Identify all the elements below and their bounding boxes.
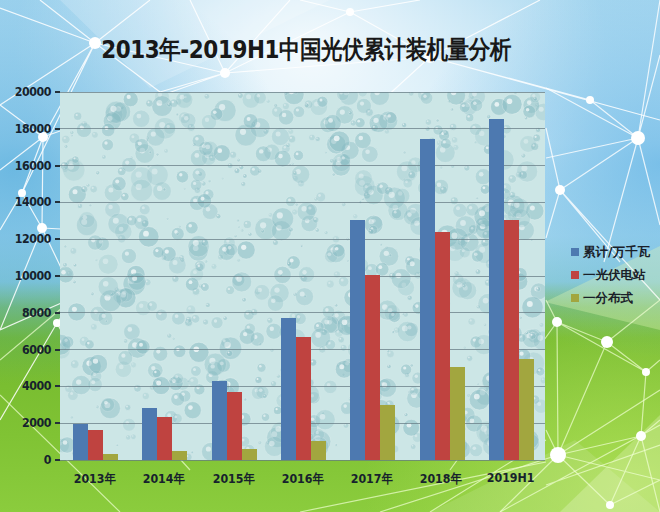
y-tick <box>55 312 60 314</box>
bar-2016年-累计/万千瓦 <box>281 318 296 460</box>
x-axis-label: 2019H1 <box>481 470 540 485</box>
x-axis-label: 2015年 <box>204 470 263 488</box>
bar-2015年-累计/万千瓦 <box>212 381 227 460</box>
y-tick <box>55 201 60 203</box>
bar-2018年-一光伏电站 <box>435 232 450 460</box>
bar-2017年-一光伏电站 <box>365 275 380 460</box>
legend-swatch <box>571 248 579 256</box>
legend-item: 一光伏电站 <box>571 268 650 282</box>
x-axis-label: 2018年 <box>412 470 471 488</box>
bar-2019H1-一分布式 <box>519 359 534 460</box>
gridline <box>60 276 545 277</box>
bar-2019H1-一光伏电站 <box>504 220 519 460</box>
bar-2015年-一分布式 <box>242 449 257 460</box>
y-axis-label: 16000 <box>8 158 51 173</box>
bar-2016年-一分布式 <box>311 441 326 460</box>
legend-label: 一分布式 <box>583 290 633 307</box>
bar-2013年-一分布式 <box>103 454 118 460</box>
bar-2017年-一分布式 <box>380 405 395 460</box>
y-axis-label: 8000 <box>8 305 51 320</box>
bar-2015年-一光伏电站 <box>227 392 242 460</box>
legend-swatch <box>571 271 579 279</box>
gridline <box>60 128 545 129</box>
x-axis-label: 2013年 <box>65 470 124 488</box>
bar-2017年-累计/万千瓦 <box>350 220 365 460</box>
gridline <box>60 165 545 166</box>
y-axis-label: 18000 <box>8 121 51 136</box>
bar-2013年-累计/万千瓦 <box>73 424 88 460</box>
gridline <box>60 312 545 313</box>
y-axis-label: 10000 <box>8 268 51 283</box>
y-axis-label: 12000 <box>8 231 51 246</box>
y-tick <box>55 165 60 167</box>
y-tick <box>55 459 60 461</box>
y-tick <box>55 275 60 277</box>
bar-2014年-一分布式 <box>172 451 187 460</box>
legend-label: 一光伏电站 <box>583 267 646 284</box>
bar-2014年-累计/万千瓦 <box>142 408 157 460</box>
bar-2016年-一光伏电站 <box>296 337 311 460</box>
y-tick <box>55 128 60 130</box>
y-tick <box>55 91 60 93</box>
bar-2018年-一分布式 <box>450 367 465 460</box>
legend-label: 累计/万千瓦 <box>583 244 650 261</box>
bar-2013年-一光伏电站 <box>88 430 103 460</box>
x-axis-label: 2014年 <box>134 470 193 488</box>
y-axis-label: 20000 <box>8 84 51 99</box>
infographic: 2013年-2019H1中国光伏累计装机量分析 0 2000 4000 6000 800… <box>0 0 660 512</box>
bar-2014年-一光伏电站 <box>157 417 172 460</box>
y-tick <box>55 238 60 240</box>
gridline <box>60 202 545 203</box>
x-axis-label: 2016年 <box>273 470 332 488</box>
y-axis-label: 6000 <box>8 342 51 357</box>
y-tick <box>55 385 60 387</box>
chart-title: 2013年-2019H1中国光伏累计装机量分析 <box>43 33 569 66</box>
legend-item: 一分布式 <box>571 291 650 305</box>
bar-2018年-累计/万千瓦 <box>420 139 435 460</box>
y-axis-label: 4000 <box>8 378 51 393</box>
y-tick <box>55 422 60 424</box>
y-axis-label: 2000 <box>8 415 51 430</box>
legend-swatch <box>571 294 579 302</box>
gridline <box>60 239 545 240</box>
y-axis-label: 0 <box>8 452 51 467</box>
y-tick <box>55 349 60 351</box>
x-axis-label: 2017年 <box>342 470 401 488</box>
bar-2019H1-累计/万千瓦 <box>489 119 504 460</box>
legend: 累计/万千瓦一光伏电站一分布式 <box>571 245 650 305</box>
legend-item: 累计/万千瓦 <box>571 245 650 259</box>
y-axis-label: 14000 <box>8 194 51 209</box>
gridline <box>60 92 545 93</box>
